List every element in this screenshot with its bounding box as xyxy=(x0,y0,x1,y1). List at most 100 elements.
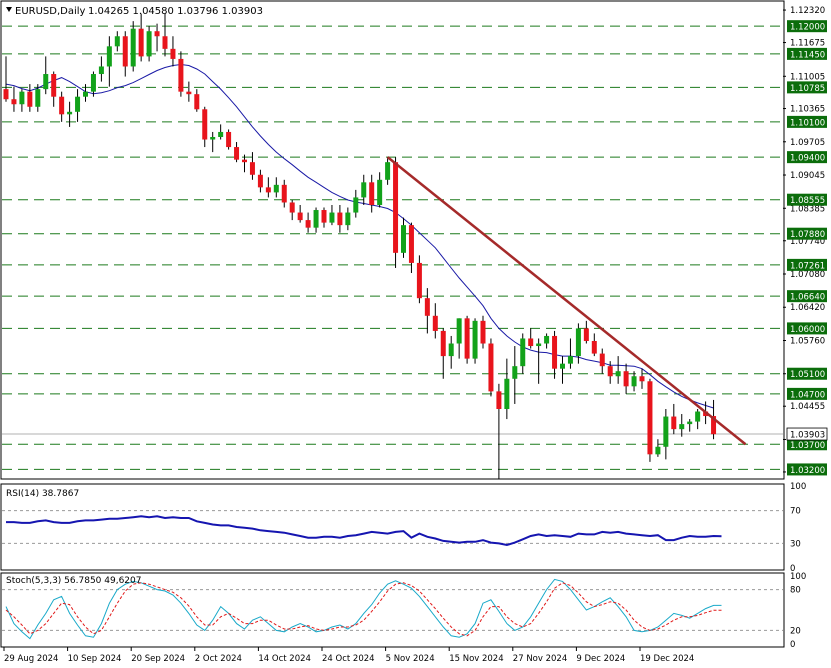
candle-body xyxy=(663,416,669,447)
x-tick-label: 19 Dec 2024 xyxy=(640,654,694,664)
stoch-tick-label: 80 xyxy=(790,586,801,596)
candle-body xyxy=(321,210,327,223)
level-label-box xyxy=(787,81,827,94)
candle-body xyxy=(114,36,120,47)
candle xyxy=(369,174,375,213)
candle-body xyxy=(528,338,534,347)
candle xyxy=(393,157,399,268)
candle-body xyxy=(154,31,160,37)
candle xyxy=(544,333,550,349)
level-label-box xyxy=(787,20,827,33)
candle xyxy=(520,333,526,374)
candle-body xyxy=(655,446,661,455)
candle xyxy=(67,101,73,127)
candle-body xyxy=(218,131,224,137)
stoch-panel[interactable]: 100 80 20 0 Stoch(5,3,3) 56.7850 49,6207 xyxy=(0,572,806,650)
symbol-label: EURUSD,Daily xyxy=(15,6,86,17)
candle xyxy=(122,31,128,77)
candle-body xyxy=(401,225,406,253)
candle xyxy=(162,13,168,57)
candle-body xyxy=(3,89,9,100)
level-label-box xyxy=(787,438,827,451)
candle xyxy=(440,328,446,379)
candle-body xyxy=(432,315,438,331)
level-label: 1.07261 xyxy=(790,261,825,271)
candle xyxy=(408,222,414,273)
triangle-down-icon[interactable] xyxy=(6,7,12,12)
candle xyxy=(361,174,367,205)
x-tick-label: 10 Sep 2024 xyxy=(68,654,122,664)
trendline[interactable] xyxy=(386,156,747,446)
candle xyxy=(504,358,510,420)
y-tick-label: 1.11675 xyxy=(790,39,825,49)
candle xyxy=(3,56,9,102)
candle xyxy=(552,330,558,379)
candle-body xyxy=(337,212,343,226)
level-label: 1.12000 xyxy=(790,23,825,33)
stoch-plot: 100 80 20 0 xyxy=(2,572,806,650)
candle-body xyxy=(361,182,367,198)
candle-body xyxy=(59,96,65,115)
candle xyxy=(51,71,57,107)
candle-body xyxy=(575,328,581,357)
candle-body xyxy=(679,424,685,430)
stoch-panel-frame xyxy=(0,572,785,648)
candle-body xyxy=(257,174,263,188)
ma-line xyxy=(5,63,714,409)
candle-body xyxy=(281,184,287,203)
candle xyxy=(321,207,327,228)
trendline-line[interactable] xyxy=(386,156,747,446)
candle xyxy=(154,23,160,52)
y-tick-label: 1.10365 xyxy=(790,105,825,115)
x-tick-label: 29 Aug 2024 xyxy=(4,654,58,664)
candle-body xyxy=(186,91,192,95)
candle xyxy=(19,89,25,112)
current-price-label: 1.03903 xyxy=(790,431,825,441)
price-axis: 1.12320 1.11675 1.11005 1.10365 1.09705 1.090… xyxy=(783,6,825,478)
candle xyxy=(432,303,438,339)
rsi-tick-label: 0 xyxy=(790,564,795,574)
x-tick-label: 15 Nov 2024 xyxy=(449,654,503,664)
price-panel[interactable]: 1.12320 1.11675 1.11005 1.10365 1.09705 1.090… xyxy=(0,0,828,480)
candle xyxy=(257,169,263,193)
level-label-box xyxy=(787,258,827,271)
level-label-box xyxy=(787,463,827,476)
candle-body xyxy=(305,220,311,228)
y-tick-label: 1.04455 xyxy=(790,402,825,412)
y-tick-label: 1.05760 xyxy=(790,336,825,346)
y-tick-label: 1.12320 xyxy=(790,6,825,16)
candle xyxy=(202,106,208,148)
candle-body xyxy=(353,197,359,213)
level-label-box xyxy=(787,387,827,400)
candle-body xyxy=(194,94,200,110)
candle xyxy=(472,318,478,364)
level-label-box xyxy=(787,367,827,380)
y-tick-label: 1.11005 xyxy=(790,72,825,82)
candles xyxy=(3,13,717,480)
rsi-panel[interactable]: 100 70 30 0 RSI(14) 38.7867 xyxy=(0,482,806,574)
candle xyxy=(138,13,144,62)
candle xyxy=(567,338,573,369)
candle xyxy=(488,338,494,397)
candle-body xyxy=(345,212,351,226)
candle xyxy=(194,89,200,112)
candle-body xyxy=(408,225,414,263)
candle xyxy=(305,212,311,233)
candle xyxy=(623,363,629,394)
chart-header: EURUSD,Daily 1.04265 1.04580 1.03796 1.0… xyxy=(6,6,263,17)
candle-body xyxy=(369,182,375,205)
moving-average xyxy=(5,63,714,409)
candle xyxy=(329,204,335,226)
candle xyxy=(43,56,49,95)
candle xyxy=(639,368,645,389)
candle-body xyxy=(416,262,422,299)
candle-body xyxy=(615,371,621,377)
stoch-tick-label: 20 xyxy=(790,626,801,636)
rsi-tick-label: 30 xyxy=(790,539,801,549)
candle xyxy=(607,361,613,384)
rsi-title: RSI(14) 38.7867 xyxy=(6,489,79,499)
candle xyxy=(226,129,232,150)
level-label: 1.09400 xyxy=(790,154,825,164)
candle-body xyxy=(146,31,152,57)
